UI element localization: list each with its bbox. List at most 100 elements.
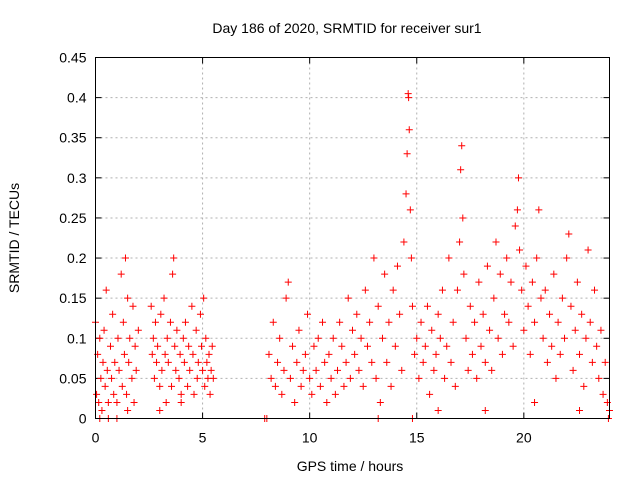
y-tick-label: 0.35 — [59, 130, 86, 146]
data-point — [148, 350, 156, 358]
data-point — [271, 382, 279, 390]
data-point — [297, 382, 305, 390]
data-point — [124, 406, 132, 414]
data-point — [591, 286, 599, 294]
data-point — [576, 406, 584, 414]
data-point — [462, 334, 470, 342]
data-point — [308, 390, 316, 398]
data-point — [166, 318, 174, 326]
data-point — [486, 326, 494, 334]
data-point — [518, 286, 526, 294]
data-point — [179, 334, 187, 342]
data-point — [578, 310, 586, 318]
data-point — [208, 342, 216, 350]
data-point — [548, 342, 556, 350]
data-point — [193, 374, 201, 382]
data-point — [554, 318, 562, 326]
data-point — [119, 318, 127, 326]
data-point — [103, 366, 111, 374]
data-point — [124, 294, 132, 302]
data-point — [128, 374, 136, 382]
data-point — [436, 334, 444, 342]
data-point — [400, 238, 408, 246]
data-point — [558, 294, 566, 302]
axis-ticks: 0 0.05 0.1 0.15 0.2 0.25 0.3 0.35 0.4 0.45 0 5 10 15 2… — [59, 50, 610, 446]
data-point — [149, 334, 157, 342]
data-point — [161, 350, 169, 358]
data-point — [355, 366, 363, 374]
data-point — [175, 374, 183, 382]
y-tick-label: 0.2 — [67, 250, 87, 266]
data-point — [466, 302, 474, 310]
data-point — [464, 366, 472, 374]
data-point — [415, 374, 423, 382]
data-point — [503, 254, 511, 262]
data-point — [443, 342, 451, 350]
data-point — [494, 334, 502, 342]
data-point — [488, 366, 496, 374]
data-point — [417, 318, 425, 326]
data-point — [312, 366, 320, 374]
data-point — [160, 294, 168, 302]
data-point — [100, 326, 108, 334]
data-point — [123, 390, 131, 398]
data-point — [265, 350, 273, 358]
y-tick-label: 0.25 — [59, 210, 86, 226]
data-point — [349, 326, 356, 334]
data-point — [120, 350, 128, 358]
data-point — [385, 318, 393, 326]
data-point — [202, 334, 210, 342]
y-tick-label: 0.4 — [67, 90, 87, 106]
data-point — [396, 310, 404, 318]
data-point — [597, 326, 605, 334]
data-point — [314, 334, 322, 342]
data-point — [520, 326, 528, 334]
data-point — [95, 398, 103, 406]
data-point — [98, 406, 106, 414]
plot-frame — [95, 57, 610, 419]
data-point — [449, 318, 457, 326]
y-tick-label: 0.05 — [59, 370, 86, 386]
data-point — [102, 286, 110, 294]
data-points — [92, 90, 613, 422]
data-point — [109, 310, 117, 318]
data-point — [533, 254, 541, 262]
data-point — [445, 254, 453, 262]
data-point — [550, 270, 558, 278]
data-point — [184, 382, 192, 390]
data-point — [567, 302, 575, 310]
data-point — [114, 334, 122, 342]
data-point — [157, 310, 165, 318]
data-point — [131, 342, 139, 350]
data-point — [457, 166, 465, 174]
data-point — [331, 390, 339, 398]
data-point — [205, 350, 213, 358]
data-point — [199, 366, 207, 374]
data-point — [353, 310, 361, 318]
data-point — [580, 382, 588, 390]
data-point — [496, 270, 504, 278]
data-point — [361, 286, 369, 294]
data-point — [276, 334, 284, 342]
data-point — [310, 342, 318, 350]
x-tick-label: 10 — [302, 430, 318, 446]
data-point — [286, 374, 294, 382]
data-point — [180, 358, 188, 366]
data-point — [209, 374, 217, 382]
data-point — [363, 342, 371, 350]
data-point — [432, 350, 440, 358]
data-point — [383, 358, 391, 366]
data-point — [477, 342, 485, 350]
data-point — [458, 142, 466, 150]
data-point — [194, 358, 202, 366]
y-axis-label: SRMTID / TECUs — [6, 183, 22, 293]
data-point — [336, 318, 344, 326]
data-point — [188, 302, 196, 310]
data-point — [522, 262, 530, 270]
x-tick-label: 5 — [199, 430, 207, 446]
data-point — [531, 318, 539, 326]
data-point — [405, 126, 413, 134]
data-point — [207, 366, 215, 374]
data-point — [319, 318, 327, 326]
data-point — [582, 334, 590, 342]
